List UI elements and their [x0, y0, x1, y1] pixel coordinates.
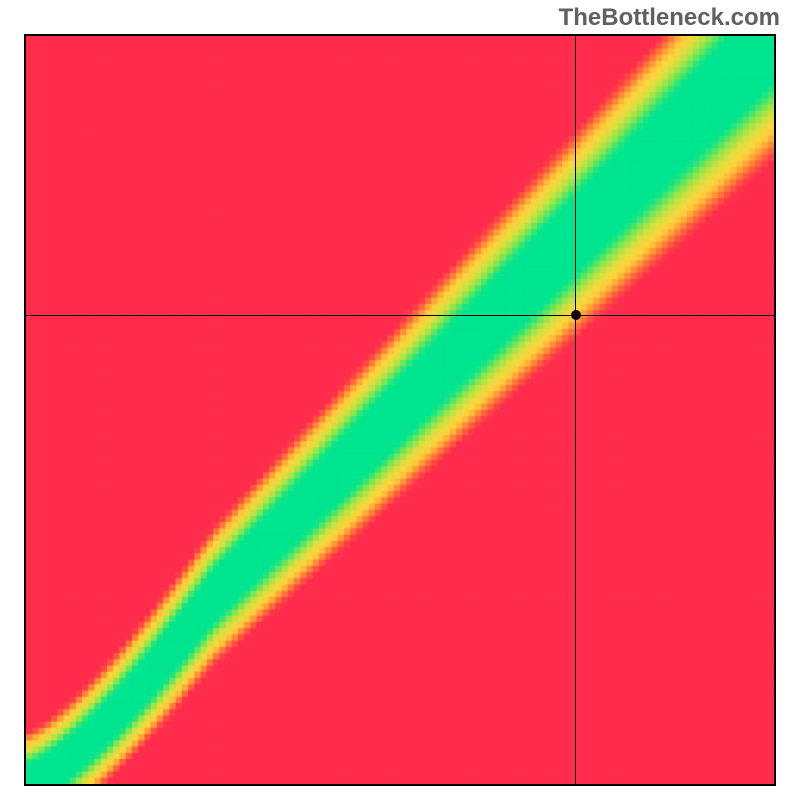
attribution-text: TheBottleneck.com	[559, 4, 780, 32]
plot-border	[24, 34, 776, 786]
chart-container: TheBottleneck.com	[0, 0, 800, 800]
crosshair-horizontal	[26, 315, 774, 316]
crosshair-vertical	[575, 36, 576, 784]
crosshair-marker	[571, 310, 581, 320]
